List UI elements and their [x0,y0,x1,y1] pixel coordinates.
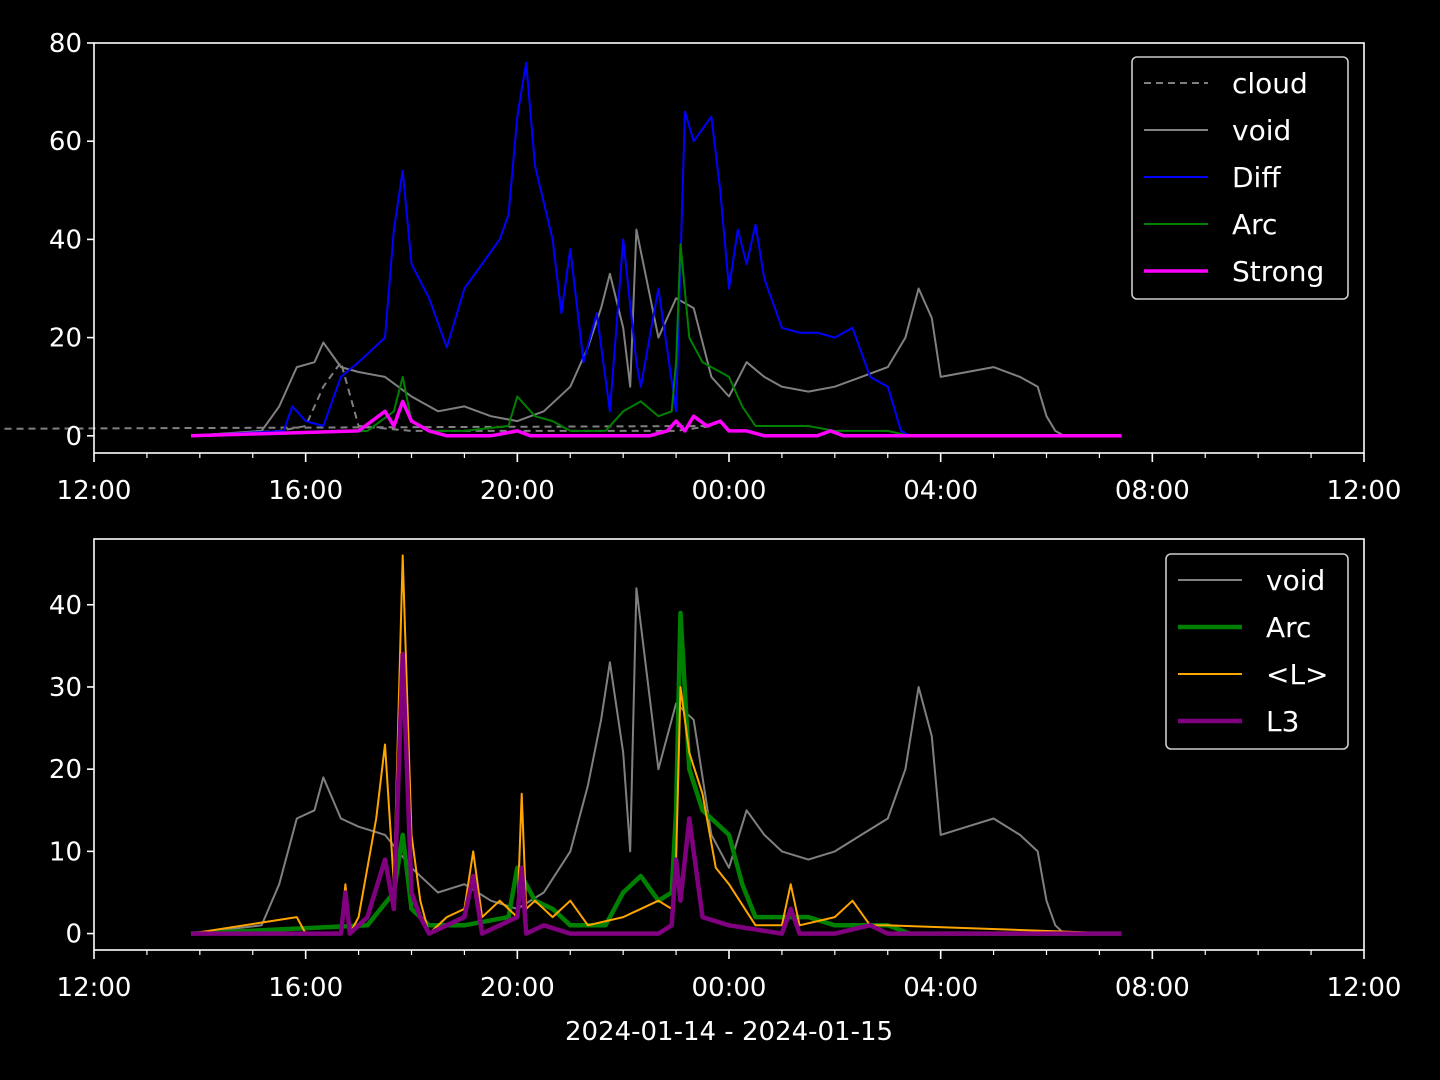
series-line-l3 [191,651,1122,936]
x-tick-label: 16:00 [268,973,343,1003]
y-tick-label: 40 [49,225,82,255]
legend-label-void: void [1266,564,1325,597]
y-tick-label: 0 [65,920,82,950]
x-tick-label: 12:00 [1327,973,1402,1003]
y-tick-label: 0 [65,422,82,452]
legend-label-strong: Strong [1232,255,1324,288]
x-tick-label: 12:00 [57,476,132,506]
legend-label-arc: Arc [1232,208,1277,241]
x-axis-label: 2024-01-14 - 2024-01-15 [565,1017,893,1047]
legend-label-l: <L> [1266,658,1329,691]
legend: cloud void Diff Arc Strong [1131,56,1349,300]
series-line-l [190,554,1122,935]
series-line-diff [190,61,1122,437]
x-tick-label: 12:00 [57,973,132,1003]
x-tick-label: 20:00 [480,476,555,506]
legend-label-arc: Arc [1266,611,1311,644]
y-tick-label: 60 [49,127,82,157]
legend: void Arc <L> L3 [1165,553,1349,750]
y-tick-label: 20 [49,755,82,785]
series-line-cloud [0,361,713,437]
x-tick-label: 16:00 [268,476,343,506]
y-tick-label: 20 [49,324,82,354]
legend-label-diff: Diff [1232,161,1281,194]
legend-box [1165,553,1349,750]
y-tick-label: 30 [49,673,82,703]
x-tick-label: 08:00 [1115,476,1190,506]
x-tick-label: 00:00 [692,476,767,506]
x-tick-label: 20:00 [480,973,555,1003]
legend-label-l3: L3 [1266,705,1299,738]
top-panel: 0 20 40 60 80 12:00 16:00 20:00 00:00 04:00 08:00 1… [0,29,1401,506]
x-tick-label: 04:00 [903,973,978,1003]
x-tick-label: 12:00 [1327,476,1402,506]
y-tick-label: 10 [49,837,82,867]
bottom-panel: 0 10 20 30 40 12:00 16:00 20:00 00:00 04:00 08:00 1… [49,538,1402,1003]
x-tick-label: 08:00 [1115,973,1190,1003]
series-line-arc [190,610,1122,936]
x-tick-label: 04:00 [903,476,978,506]
legend-label-cloud: cloud [1232,67,1308,100]
y-tick-label: 40 [49,591,82,621]
series-line-void [190,228,1122,437]
series-line-void [190,587,1122,935]
x-tick-label: 00:00 [692,973,767,1003]
series-line-strong [190,399,1122,438]
legend-label-void: void [1232,114,1291,147]
legend-box [1131,56,1349,300]
y-tick-label: 80 [49,29,82,59]
